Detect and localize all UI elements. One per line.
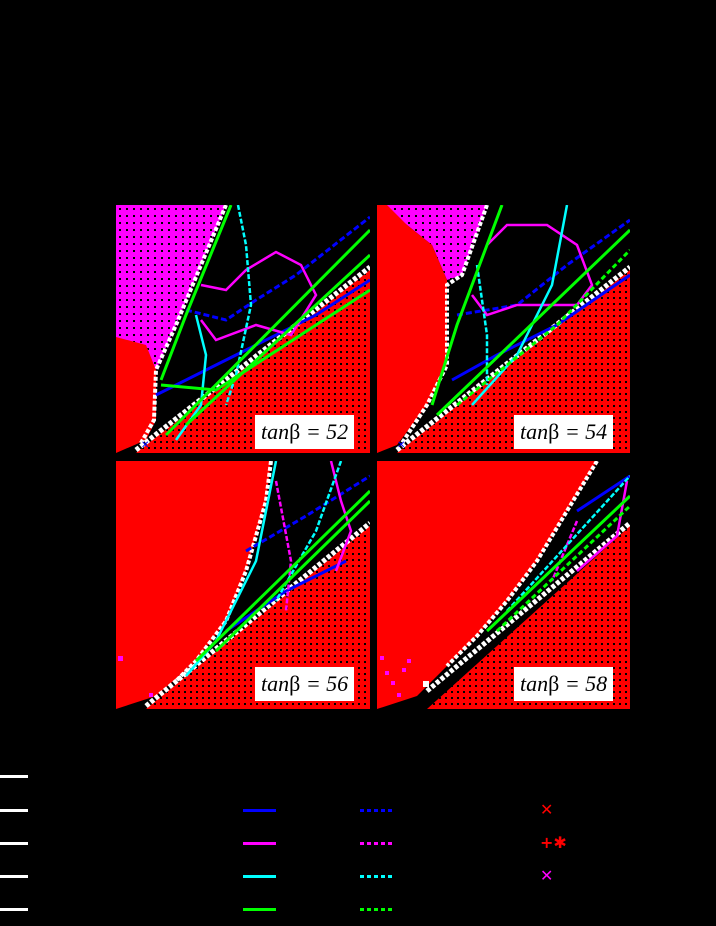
legend-marker-magenta-cross: ✕ [540,866,554,885]
panel-tanbeta-58: tanβ = 58 [377,461,630,709]
tanbeta-label-58: tanβ = 58 [514,667,614,701]
legend-white-line-2 [0,809,28,812]
panel-plot-56 [116,461,370,709]
legend-white-line-1 [0,775,28,778]
panel-tanbeta-54: ✕ tanβ = 54 [377,205,630,453]
legend-white-line-3 [0,842,28,845]
svg-text:✕: ✕ [141,440,149,451]
tanbeta-label-52: tanβ = 52 [255,415,355,449]
legend-dashed-magenta [360,842,392,845]
tanbeta-label-56: tanβ = 56 [255,667,355,701]
svg-text:✕: ✕ [397,440,405,451]
legend-solid-magenta [243,842,276,845]
legend-marker-red-cross: ✕ [540,800,554,819]
legend-solid-blue [243,809,276,812]
legend-dashed-green [360,908,392,911]
legend-dashed-cyan [360,875,392,878]
panel-plot-54: ✕ [377,205,630,453]
panel-tanbeta-52: ✕ tanβ = 52 [116,205,370,453]
panel-tanbeta-56: tanβ = 56 [116,461,370,709]
legend-solid-green [243,908,276,911]
panel-plot-52: ✕ [116,205,370,453]
legend-marker-red-plus-star: +✱ [540,833,567,852]
legend-dashed-blue [360,809,392,812]
legend-white-line-4 [0,875,28,878]
legend-solid-cyan [243,875,276,878]
tanbeta-label-54: tanβ = 54 [514,415,614,449]
legend-white-line-5 [0,908,28,911]
